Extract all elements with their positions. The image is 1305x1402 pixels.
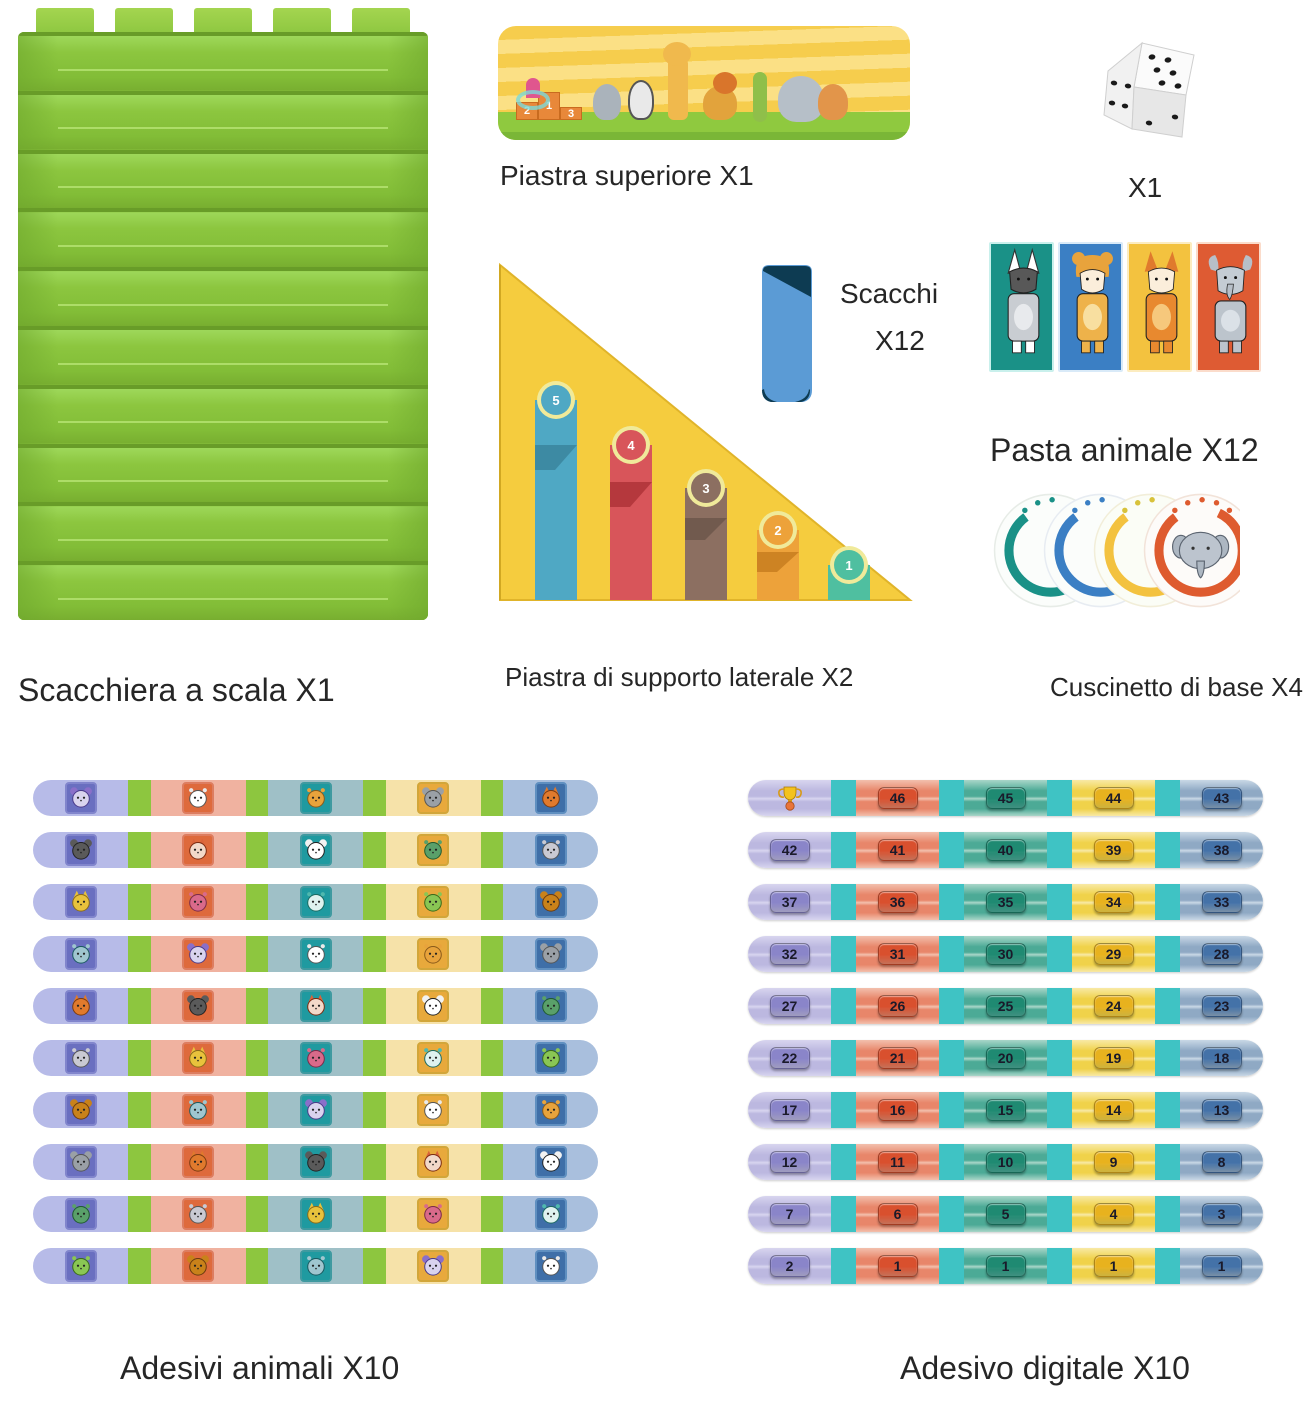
svg-text:5: 5 [552, 393, 559, 408]
svg-text:2: 2 [774, 523, 781, 538]
svg-text:1: 1 [845, 558, 852, 573]
svg-text:4: 4 [627, 438, 635, 453]
svg-text:3: 3 [702, 481, 709, 496]
